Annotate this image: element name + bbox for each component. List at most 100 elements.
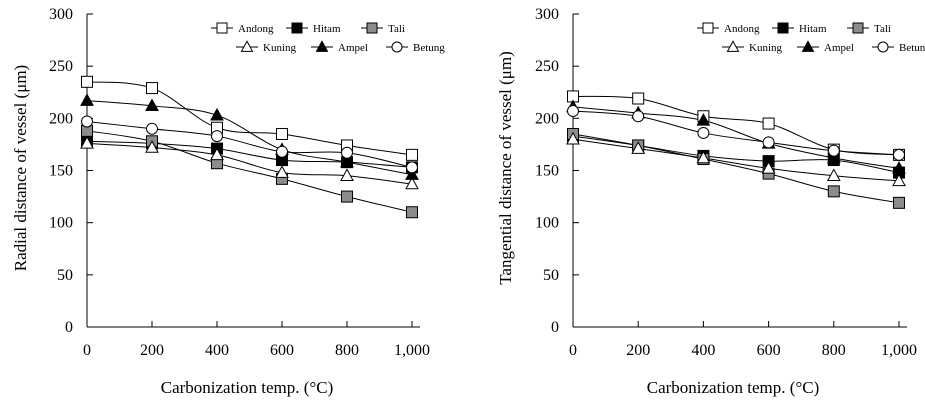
legend-label: Hitam bbox=[313, 23, 341, 35]
x-tick-label: 600 bbox=[757, 342, 781, 359]
y-axis-title: Tangential distance of vessel (μm) bbox=[496, 51, 515, 285]
legend: Andong Hitam Tali Kuning Ampel Betung bbox=[697, 22, 925, 54]
legend-item-ampel: Ampel bbox=[797, 40, 854, 54]
legend-label: Betung bbox=[899, 42, 925, 54]
legend-item-ampel: Ampel bbox=[311, 40, 368, 54]
data-point-kuning bbox=[210, 147, 224, 161]
series-line-hitam bbox=[572, 135, 900, 174]
legend-label: Betung bbox=[413, 42, 445, 54]
legend-marker-tali bbox=[852, 22, 864, 34]
legend-label: Kuning bbox=[749, 42, 783, 54]
data-point-andong bbox=[146, 82, 158, 95]
data-point-tali bbox=[341, 190, 353, 203]
data-point-ampel bbox=[892, 161, 906, 174]
data-point-ampel bbox=[210, 107, 224, 121]
y-tick-label: 100 bbox=[535, 215, 559, 232]
data-point-andong bbox=[632, 92, 645, 105]
legend-item-betung: Betung bbox=[386, 41, 445, 54]
data-point-ampel bbox=[340, 154, 354, 168]
x-tick-label: 400 bbox=[691, 342, 715, 359]
data-point-betung bbox=[827, 144, 840, 157]
legend-marker-tali bbox=[366, 22, 378, 34]
data-point-betung bbox=[146, 122, 158, 135]
legend-label: Tali bbox=[874, 23, 891, 35]
data-point-kuning bbox=[631, 141, 646, 154]
data-point-kuning bbox=[275, 165, 289, 178]
data-point-kuning bbox=[761, 161, 776, 174]
legend-label: Tali bbox=[388, 23, 405, 35]
x-axis-title: Carbonization temp. (°C) bbox=[647, 378, 820, 397]
series-line-ampel bbox=[86, 100, 413, 176]
series-line-hitam bbox=[86, 140, 413, 168]
x-tick-label: 0 bbox=[569, 342, 577, 359]
legend-label: Andong bbox=[238, 23, 274, 35]
data-point-ampel bbox=[145, 98, 159, 112]
data-point-tali bbox=[406, 206, 418, 219]
data-point-kuning bbox=[145, 140, 159, 153]
legend-item-andong: Andong bbox=[211, 22, 274, 35]
x-tick-label: 1,000 bbox=[881, 342, 917, 359]
legend-item-tali: Tali bbox=[361, 22, 405, 35]
series-line-betung bbox=[572, 110, 900, 156]
data-point-kuning bbox=[405, 176, 419, 190]
plot-area: 0 50 100 150 200 250 300 0 200 400 600 800 1,000 Ando… bbox=[535, 6, 925, 359]
y-axis-title: Radial distance of vessel (μm) bbox=[11, 65, 30, 271]
legend-marker-andong bbox=[216, 22, 228, 34]
series-line-tali bbox=[86, 130, 413, 213]
legend-item-kuning: Kuning bbox=[236, 40, 297, 54]
legend-label: Hitam bbox=[799, 23, 827, 35]
y-tick-label: 250 bbox=[535, 58, 559, 75]
series-line-kuning bbox=[572, 138, 900, 182]
legend-marker-andong bbox=[702, 22, 714, 34]
series-line-tali bbox=[572, 133, 900, 204]
y-tick-label: 250 bbox=[49, 58, 73, 75]
y-tick-label: 50 bbox=[57, 267, 73, 284]
data-point-betung bbox=[697, 126, 710, 139]
y-tick-label: 50 bbox=[543, 267, 559, 284]
legend-item-hitam: Hitam bbox=[772, 22, 827, 35]
x-tick-label: 800 bbox=[335, 342, 359, 359]
legend-marker-betung bbox=[877, 41, 889, 53]
data-point-betung bbox=[276, 145, 288, 158]
data-point-betung bbox=[632, 110, 645, 123]
x-tick-label: 200 bbox=[626, 342, 650, 359]
data-point-kuning bbox=[80, 136, 94, 149]
legend-item-kuning: Kuning bbox=[722, 40, 783, 54]
panel-tangential: 0 50 100 150 200 250 300 0 200 400 600 800 1,000 Ando… bbox=[496, 6, 925, 397]
x-tick-label: 400 bbox=[205, 342, 229, 359]
data-point-andong bbox=[406, 148, 418, 161]
legend-marker-kuning bbox=[726, 40, 740, 52]
y-tick-label: 200 bbox=[49, 110, 73, 127]
data-point-betung bbox=[341, 146, 353, 159]
legend-marker-ampel bbox=[801, 40, 815, 52]
legend-label: Andong bbox=[724, 23, 760, 35]
x-tick-label: 800 bbox=[822, 342, 846, 359]
data-point-tali bbox=[893, 196, 905, 209]
legend-marker-hitam bbox=[291, 22, 303, 34]
legend-item-hitam: Hitam bbox=[286, 22, 341, 35]
data-point-betung bbox=[406, 161, 418, 174]
series-line-ampel bbox=[572, 106, 900, 169]
data-point-ampel bbox=[826, 150, 841, 164]
x-tick-label: 0 bbox=[83, 342, 91, 359]
data-point-betung bbox=[81, 115, 93, 128]
data-point-betung bbox=[893, 148, 905, 161]
data-point-andong bbox=[762, 117, 775, 130]
data-point-betung bbox=[762, 136, 775, 149]
data-point-tali bbox=[827, 185, 840, 198]
y-tick-label: 150 bbox=[535, 163, 559, 180]
legend-marker-betung bbox=[391, 41, 403, 53]
data-point-ampel bbox=[80, 93, 94, 106]
series-line-kuning bbox=[86, 142, 413, 185]
plot-area: 0 50 100 150 200 250 300 0 200 400 600 800 1,000 Ando… bbox=[49, 6, 445, 359]
data-point-kuning bbox=[892, 173, 906, 187]
y-tick-label: 0 bbox=[551, 319, 559, 336]
y-tick-label: 150 bbox=[49, 163, 73, 180]
x-tick-label: 200 bbox=[140, 342, 164, 359]
y-tick-label: 300 bbox=[535, 6, 559, 23]
legend-label: Ampel bbox=[338, 42, 368, 54]
legend: Andong Hitam Tali Kuning Ampel Betung bbox=[211, 22, 445, 54]
legend-item-andong: Andong bbox=[697, 22, 760, 35]
data-point-ampel bbox=[405, 167, 419, 180]
